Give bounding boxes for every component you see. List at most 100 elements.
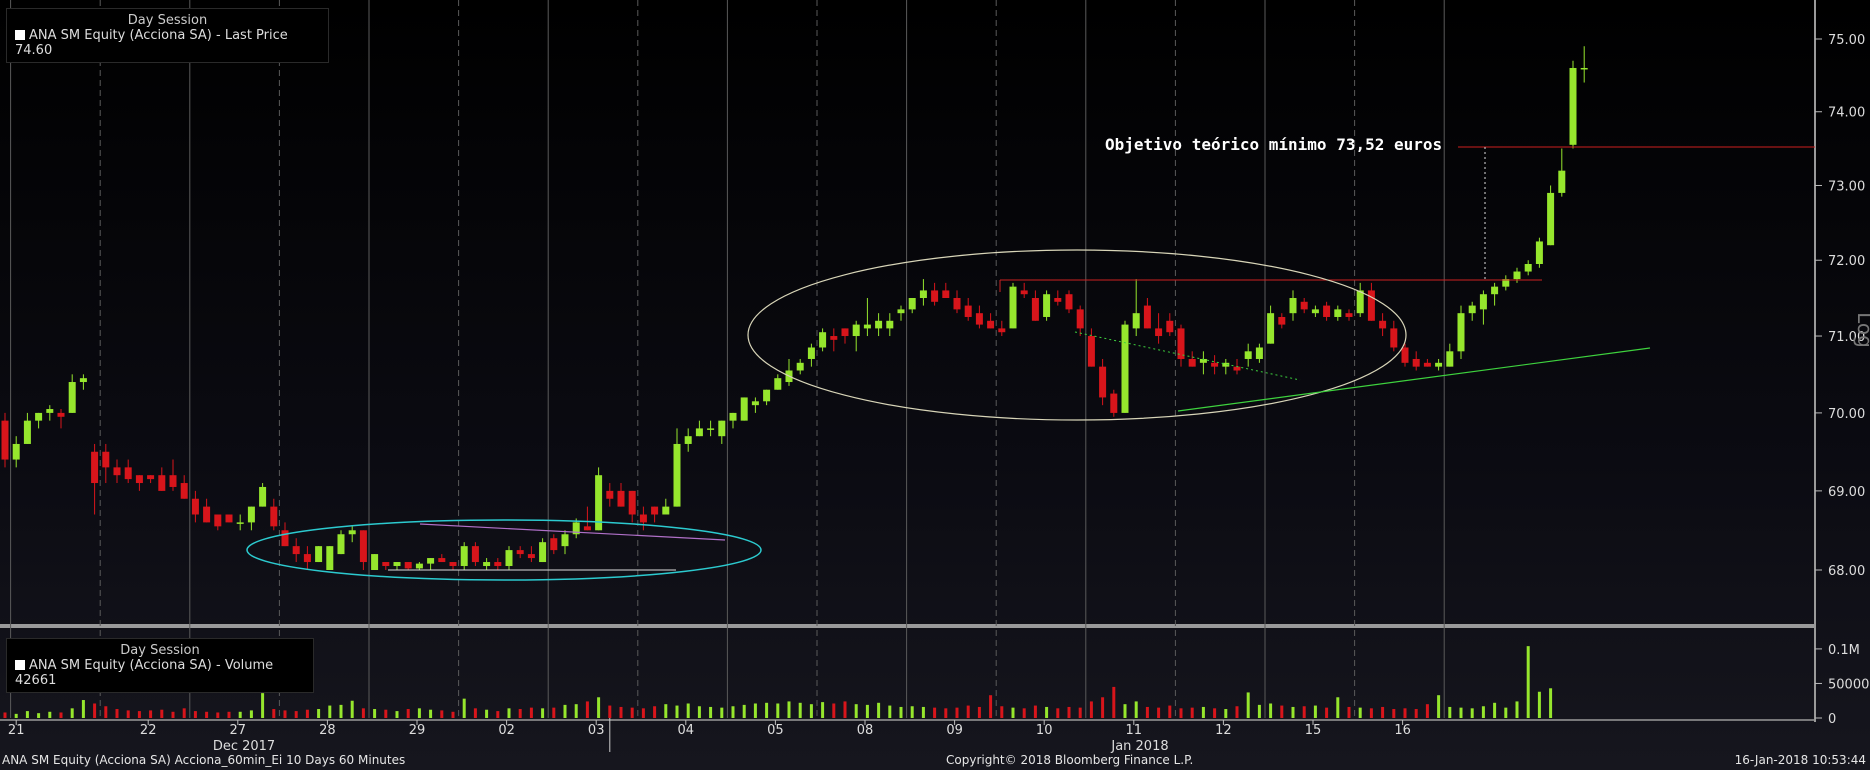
- volume-series-swatch: [15, 660, 25, 670]
- time-tick-label: 08: [857, 723, 874, 738]
- time-tick-label: 11: [1126, 723, 1143, 738]
- candle-body: [1043, 294, 1051, 317]
- candle-body: [1300, 301, 1308, 310]
- volume-bar: [541, 708, 545, 718]
- volume-bar: [821, 702, 825, 718]
- volume-tick-label: 0: [1828, 712, 1836, 727]
- candle-body: [270, 506, 278, 527]
- volume-bar: [462, 698, 466, 718]
- volume-bar: [686, 703, 690, 718]
- candle-body: [998, 328, 1006, 333]
- candle-body: [1345, 313, 1353, 317]
- candle-body: [91, 451, 99, 484]
- time-tick-label: 29: [409, 723, 426, 738]
- volume-bar: [261, 693, 265, 718]
- price-tick-label: 71.00: [1828, 330, 1865, 345]
- candle-body: [12, 443, 20, 460]
- volume-bar: [1033, 705, 1037, 718]
- candle-body: [539, 542, 547, 563]
- candle-body: [303, 554, 311, 563]
- volume-bar: [1459, 707, 1463, 718]
- candle-body: [819, 332, 827, 348]
- volume-bar: [933, 707, 937, 718]
- volume-bar: [317, 709, 321, 718]
- volume-bar: [865, 704, 869, 718]
- base-ellipse: [246, 519, 762, 581]
- time-tick-label: 21: [8, 723, 25, 738]
- volume-bar: [171, 711, 175, 718]
- candle-body: [203, 506, 211, 523]
- volume-bar: [966, 705, 970, 718]
- volume-bar: [1526, 646, 1530, 718]
- candle-body: [908, 297, 916, 310]
- volume-bar: [709, 706, 713, 718]
- target-annotation: Objetivo teórico mínimo 73,52 euros: [1105, 135, 1443, 154]
- volume-bar: [1470, 708, 1474, 718]
- candle-body: [807, 347, 815, 359]
- candle-body: [987, 320, 995, 329]
- candle-body: [438, 558, 446, 563]
- volume-bar: [552, 707, 556, 718]
- volume-bar: [1112, 686, 1116, 718]
- candle-body: [516, 550, 524, 555]
- volume-bar: [664, 704, 668, 718]
- candle-body: [639, 514, 647, 523]
- volume-bar: [1392, 709, 1396, 718]
- candle-body: [572, 522, 580, 535]
- volume-bar: [272, 709, 276, 718]
- candle-body: [359, 530, 367, 563]
- candle-body: [550, 538, 558, 551]
- volume-bar: [305, 709, 309, 718]
- candle-body: [1244, 351, 1252, 359]
- volume-bar: [1123, 704, 1127, 718]
- volume-bar: [854, 704, 858, 718]
- volume-bar: [440, 710, 444, 718]
- price-tick-label: 73.00: [1828, 179, 1865, 194]
- dotted-trendline: [1074, 331, 1301, 381]
- candle-body: [494, 562, 502, 567]
- volume-bar: [641, 708, 645, 718]
- volume-bar: [653, 706, 657, 718]
- volume-bar: [1201, 706, 1205, 718]
- candle-body: [1087, 336, 1095, 367]
- volume-bar: [955, 707, 959, 718]
- candle-body: [852, 324, 860, 337]
- volume-bar: [597, 697, 601, 718]
- candle-body: [35, 412, 43, 421]
- volume-legend: Day Session ANA SM Equity (Acciona SA) -…: [6, 638, 314, 693]
- candle-body: [393, 562, 401, 567]
- volume-bar: [1437, 695, 1441, 718]
- candle-body: [953, 297, 961, 310]
- candle-body: [628, 490, 636, 515]
- candle-body: [337, 534, 345, 555]
- time-tick-label: 04: [678, 723, 695, 738]
- volume-bar: [787, 701, 791, 718]
- candle-body: [57, 412, 65, 417]
- candle-body: [1166, 320, 1174, 333]
- candle-body: [247, 506, 255, 523]
- volume-bar: [485, 709, 489, 718]
- candle-body: [382, 562, 390, 567]
- price-tick-label: 69.00: [1828, 485, 1865, 500]
- candle-body: [1547, 192, 1555, 246]
- candle-body: [830, 336, 838, 340]
- candle-body: [1076, 309, 1084, 329]
- volume-bar: [944, 708, 948, 718]
- candle-body: [751, 401, 759, 406]
- volume-bar: [384, 709, 388, 718]
- candle-body: [897, 309, 905, 314]
- volume-bar: [1190, 707, 1194, 718]
- volume-bar: [507, 708, 511, 718]
- candle-body: [1435, 362, 1443, 367]
- candle-body: [1132, 313, 1140, 329]
- volume-bar: [877, 702, 881, 718]
- volume-bar: [1157, 707, 1161, 718]
- price-tick-label: 70.00: [1828, 407, 1865, 422]
- volume-bar: [1358, 707, 1362, 718]
- volume-bar: [1313, 705, 1317, 718]
- volume-bar: [899, 706, 903, 718]
- candle-body: [1099, 366, 1107, 398]
- volume-bar: [832, 703, 836, 718]
- volume-bar: [227, 711, 231, 718]
- volume-bar: [1089, 701, 1093, 718]
